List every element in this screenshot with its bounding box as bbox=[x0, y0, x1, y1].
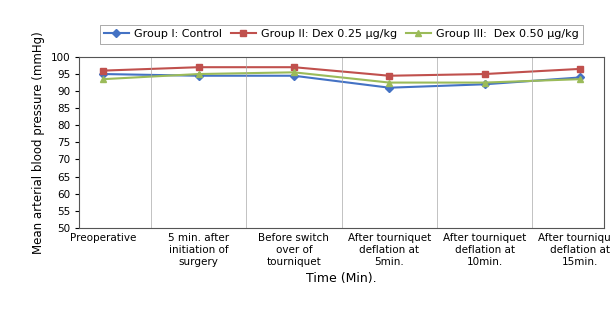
Line: Group III:  Dex 0.50 μg/kg: Group III: Dex 0.50 μg/kg bbox=[101, 70, 583, 85]
Line: Group I: Control: Group I: Control bbox=[101, 71, 583, 90]
Line: Group II: Dex 0.25 μg/kg: Group II: Dex 0.25 μg/kg bbox=[101, 64, 583, 78]
Group III:  Dex 0.50 μg/kg: (5, 93.5): Dex 0.50 μg/kg: (5, 93.5) bbox=[576, 77, 584, 81]
Group II: Dex 0.25 μg/kg: (4, 95): Dex 0.25 μg/kg: (4, 95) bbox=[481, 72, 489, 76]
Group III:  Dex 0.50 μg/kg: (4, 92.5): Dex 0.50 μg/kg: (4, 92.5) bbox=[481, 80, 489, 84]
X-axis label: Time (Min).: Time (Min). bbox=[306, 272, 377, 285]
Legend: Group I: Control, Group II: Dex 0.25 μg/kg, Group III:  Dex 0.50 μg/kg: Group I: Control, Group II: Dex 0.25 μg/… bbox=[100, 25, 583, 44]
Group I: Control: (2, 94.5): Control: (2, 94.5) bbox=[290, 74, 298, 78]
Group I: Control: (5, 94): Control: (5, 94) bbox=[576, 75, 584, 79]
Group III:  Dex 0.50 μg/kg: (0, 93.5): Dex 0.50 μg/kg: (0, 93.5) bbox=[99, 77, 107, 81]
Group III:  Dex 0.50 μg/kg: (1, 95): Dex 0.50 μg/kg: (1, 95) bbox=[195, 72, 202, 76]
Y-axis label: Mean arterial blood pressure (mmHg): Mean arterial blood pressure (mmHg) bbox=[32, 31, 45, 254]
Group III:  Dex 0.50 μg/kg: (3, 92.5): Dex 0.50 μg/kg: (3, 92.5) bbox=[386, 80, 393, 84]
Group I: Control: (4, 92): Control: (4, 92) bbox=[481, 82, 489, 86]
Group II: Dex 0.25 μg/kg: (2, 97): Dex 0.25 μg/kg: (2, 97) bbox=[290, 65, 298, 69]
Group II: Dex 0.25 μg/kg: (0, 96): Dex 0.25 μg/kg: (0, 96) bbox=[99, 69, 107, 73]
Group II: Dex 0.25 μg/kg: (5, 96.5): Dex 0.25 μg/kg: (5, 96.5) bbox=[576, 67, 584, 71]
Group I: Control: (1, 94.5): Control: (1, 94.5) bbox=[195, 74, 202, 78]
Group I: Control: (0, 95): Control: (0, 95) bbox=[99, 72, 107, 76]
Group II: Dex 0.25 μg/kg: (1, 97): Dex 0.25 μg/kg: (1, 97) bbox=[195, 65, 202, 69]
Group II: Dex 0.25 μg/kg: (3, 94.5): Dex 0.25 μg/kg: (3, 94.5) bbox=[386, 74, 393, 78]
Group III:  Dex 0.50 μg/kg: (2, 95.5): Dex 0.50 μg/kg: (2, 95.5) bbox=[290, 70, 298, 74]
Group I: Control: (3, 91): Control: (3, 91) bbox=[386, 86, 393, 90]
